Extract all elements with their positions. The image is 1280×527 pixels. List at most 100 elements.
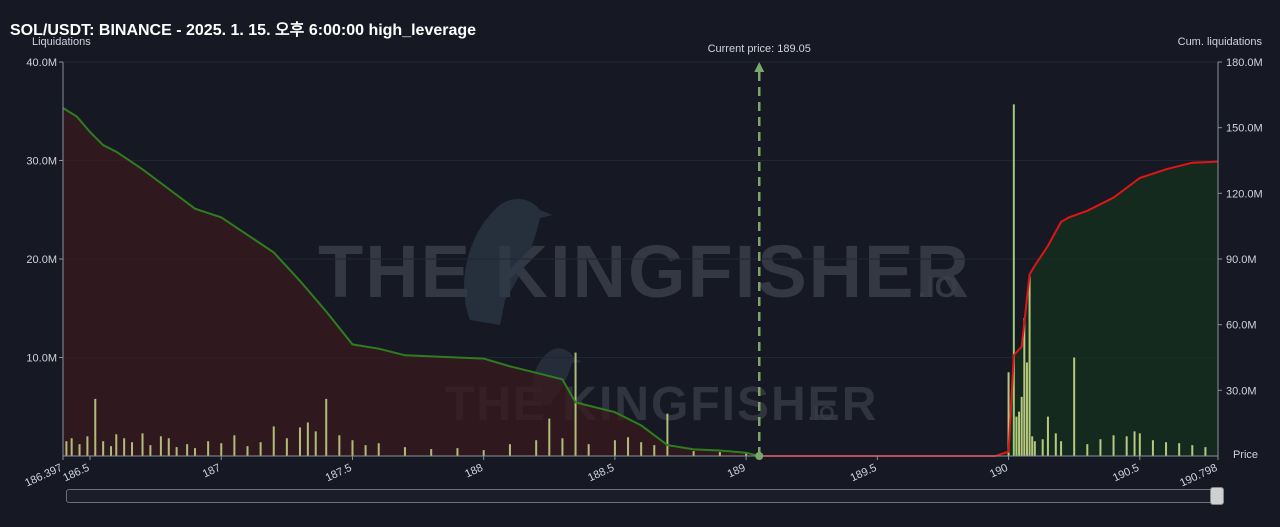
chart-title: SOL/USDT: BINANCE - 2025. 1. 15. 오후 6:00…: [10, 22, 477, 39]
liquidation-bar: [1178, 443, 1181, 456]
x-axis-title: Price: [1233, 449, 1258, 461]
liquidation-bar: [1018, 411, 1021, 456]
liquidation-bar: [70, 438, 73, 456]
liquidation-bar: [718, 452, 721, 456]
liquidation-bar: [1054, 433, 1057, 456]
liquidation-bar: [123, 438, 126, 456]
liquidation-bar: [141, 433, 144, 456]
liquidation-bar: [1138, 433, 1141, 456]
y-right-tick-label: 150.0M: [1226, 123, 1263, 135]
liquidation-bar: [259, 442, 262, 456]
liquidation-bar: [1046, 416, 1049, 456]
liquidation-bar: [653, 445, 656, 456]
y-right-tick-label: 30.0M: [1226, 385, 1257, 397]
liquidation-bar: [1112, 435, 1115, 456]
liquidation-bar: [745, 453, 748, 456]
liquidation-bar: [1151, 440, 1154, 456]
liquidation-bar: [1023, 318, 1026, 456]
watermark-small-suffix: .IO: [808, 403, 835, 425]
liquidation-bar: [1073, 357, 1076, 456]
liquidation-bar: [456, 448, 459, 456]
liquidation-bar: [86, 436, 89, 456]
liquidation-bar: [1204, 447, 1207, 456]
x-tick-label: 188.5: [586, 462, 616, 485]
liquidation-bar: [167, 438, 170, 456]
y-right-tick-label: 90.0M: [1226, 254, 1257, 266]
liquidation-bar: [65, 441, 68, 456]
liquidation-bar: [1028, 275, 1031, 456]
liquidation-bar: [1020, 396, 1023, 456]
y-right-tick-label: 60.0M: [1226, 320, 1257, 332]
liquidation-bar: [377, 443, 380, 456]
y-right-tick-label: 120.0M: [1226, 188, 1263, 200]
liquidation-bar: [110, 446, 113, 456]
y-left-tick-label: 40.0M: [26, 57, 57, 69]
liquidation-bar: [1033, 441, 1036, 456]
liquidation-bar: [1191, 445, 1194, 456]
kingfisher-bird-icon: [464, 198, 552, 325]
x-tick-label: 186.5: [61, 462, 91, 485]
y-axis-right-title: Cum. liquidations: [1178, 36, 1263, 48]
y-left-tick-label: 20.0M: [26, 254, 57, 266]
y-left-tick-label: 30.0M: [26, 156, 57, 168]
liquidation-bar: [306, 422, 309, 456]
liquidation-bar: [149, 445, 152, 456]
liquidation-bar: [351, 440, 354, 456]
liquidation-bar: [1099, 439, 1102, 456]
liquidation-bar: [1086, 444, 1089, 456]
range-scrollbar[interactable]: [66, 487, 1224, 505]
liquidation-bar: [220, 443, 223, 456]
liquidation-bar: [627, 437, 630, 456]
liquidation-bar: [561, 438, 564, 456]
liquidation-bar: [207, 441, 210, 456]
liquidation-bar: [102, 441, 105, 456]
x-tick-label: 189.5: [849, 462, 879, 485]
watermark-main-text: THE KINGFISHER: [318, 230, 971, 313]
cum-below-area: [63, 108, 760, 456]
liquidation-bar: [508, 444, 511, 456]
liquidation-bar: [94, 398, 97, 456]
liquidation-bar: [78, 444, 81, 456]
liquidation-bar: [298, 427, 301, 456]
x-tick-label: 189: [726, 462, 748, 481]
x-tick-label: 190.5: [1111, 462, 1141, 485]
cum-below-line: [62, 107, 760, 457]
x-tick-label: 187.5: [324, 462, 354, 485]
liquidation-bar: [666, 413, 669, 456]
liquidation-bar: [640, 442, 643, 456]
scrollbar-handle[interactable]: [1210, 487, 1224, 505]
liquidation-bar: [186, 444, 189, 456]
cum-above-area: [759, 161, 1218, 456]
x-tick-label: 188: [463, 462, 485, 481]
x-tick-label: 186.397: [23, 462, 64, 490]
x-tick-label: 190: [988, 462, 1010, 481]
liquidation-bar: [364, 445, 367, 456]
liquidation-bar: [159, 436, 162, 456]
liquidation-bar: [1165, 442, 1168, 456]
current-price-dot: [755, 452, 764, 460]
liquidation-bar: [613, 440, 616, 456]
liquidation-bar: [1133, 431, 1136, 456]
liquidation-bar: [115, 434, 118, 456]
liquidation-bar: [338, 435, 341, 456]
x-tick-label: 187: [201, 462, 223, 481]
liquidation-bar: [246, 446, 249, 456]
cum-above-line: [759, 160, 1219, 457]
liquidation-bar: [403, 447, 406, 456]
y-axis-left-title: Liquidations: [32, 36, 91, 48]
liquidation-bar: [1007, 372, 1010, 456]
y-left-tick-label: 10.0M: [26, 353, 57, 365]
current-price-arrow-icon: [754, 62, 765, 72]
liquidation-bar: [233, 435, 236, 456]
liquidation-bar: [692, 451, 695, 456]
liquidation-bar: [272, 426, 275, 456]
liquidation-bar: [482, 450, 485, 456]
liquidation-bar: [175, 447, 178, 456]
liquidation-bar: [1031, 436, 1034, 456]
liquidation-bar: [574, 352, 577, 456]
liquidation-bar: [285, 438, 288, 456]
liquidation-bar: [1012, 104, 1015, 456]
liquidation-bar: [548, 418, 551, 456]
